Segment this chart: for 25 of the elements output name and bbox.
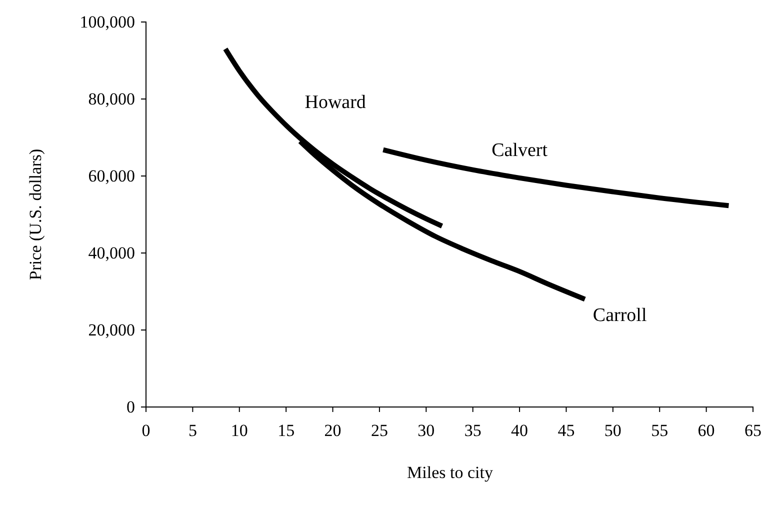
- series-label: Howard: [304, 92, 366, 113]
- x-tick-label: 60: [698, 421, 715, 440]
- x-tick-label: 15: [278, 421, 295, 440]
- x-tick-label: 65: [744, 421, 762, 440]
- x-tick-label: 45: [558, 421, 575, 440]
- x-tick-label: 40: [511, 421, 528, 440]
- x-tick-label: 0: [142, 421, 150, 440]
- series-label: Calvert: [492, 140, 548, 161]
- y-axis-title: Price (U.S. dollars): [26, 148, 45, 280]
- y-tick-label: 20,000: [88, 320, 135, 340]
- x-axis-title: Miles to city: [407, 463, 494, 482]
- x-tick-label: 25: [370, 421, 388, 440]
- series-label: Carroll: [592, 305, 647, 326]
- y-tick-label: 60,000: [88, 166, 135, 186]
- x-tick-label: 35: [464, 421, 482, 440]
- x-tick-label: 10: [230, 421, 248, 440]
- x-tick-label: 55: [651, 421, 668, 440]
- y-tick-label: 0: [126, 397, 135, 416]
- y-tick-label: 80,000: [88, 89, 135, 108]
- x-tick-label: 50: [604, 421, 622, 440]
- x-tick-label: 5: [188, 421, 197, 440]
- x-tick-label: 30: [418, 421, 435, 440]
- x-tick-label: 20: [324, 421, 342, 440]
- y-tick-label: 100,000: [80, 12, 135, 32]
- y-tick-label: 40,000: [88, 243, 135, 262]
